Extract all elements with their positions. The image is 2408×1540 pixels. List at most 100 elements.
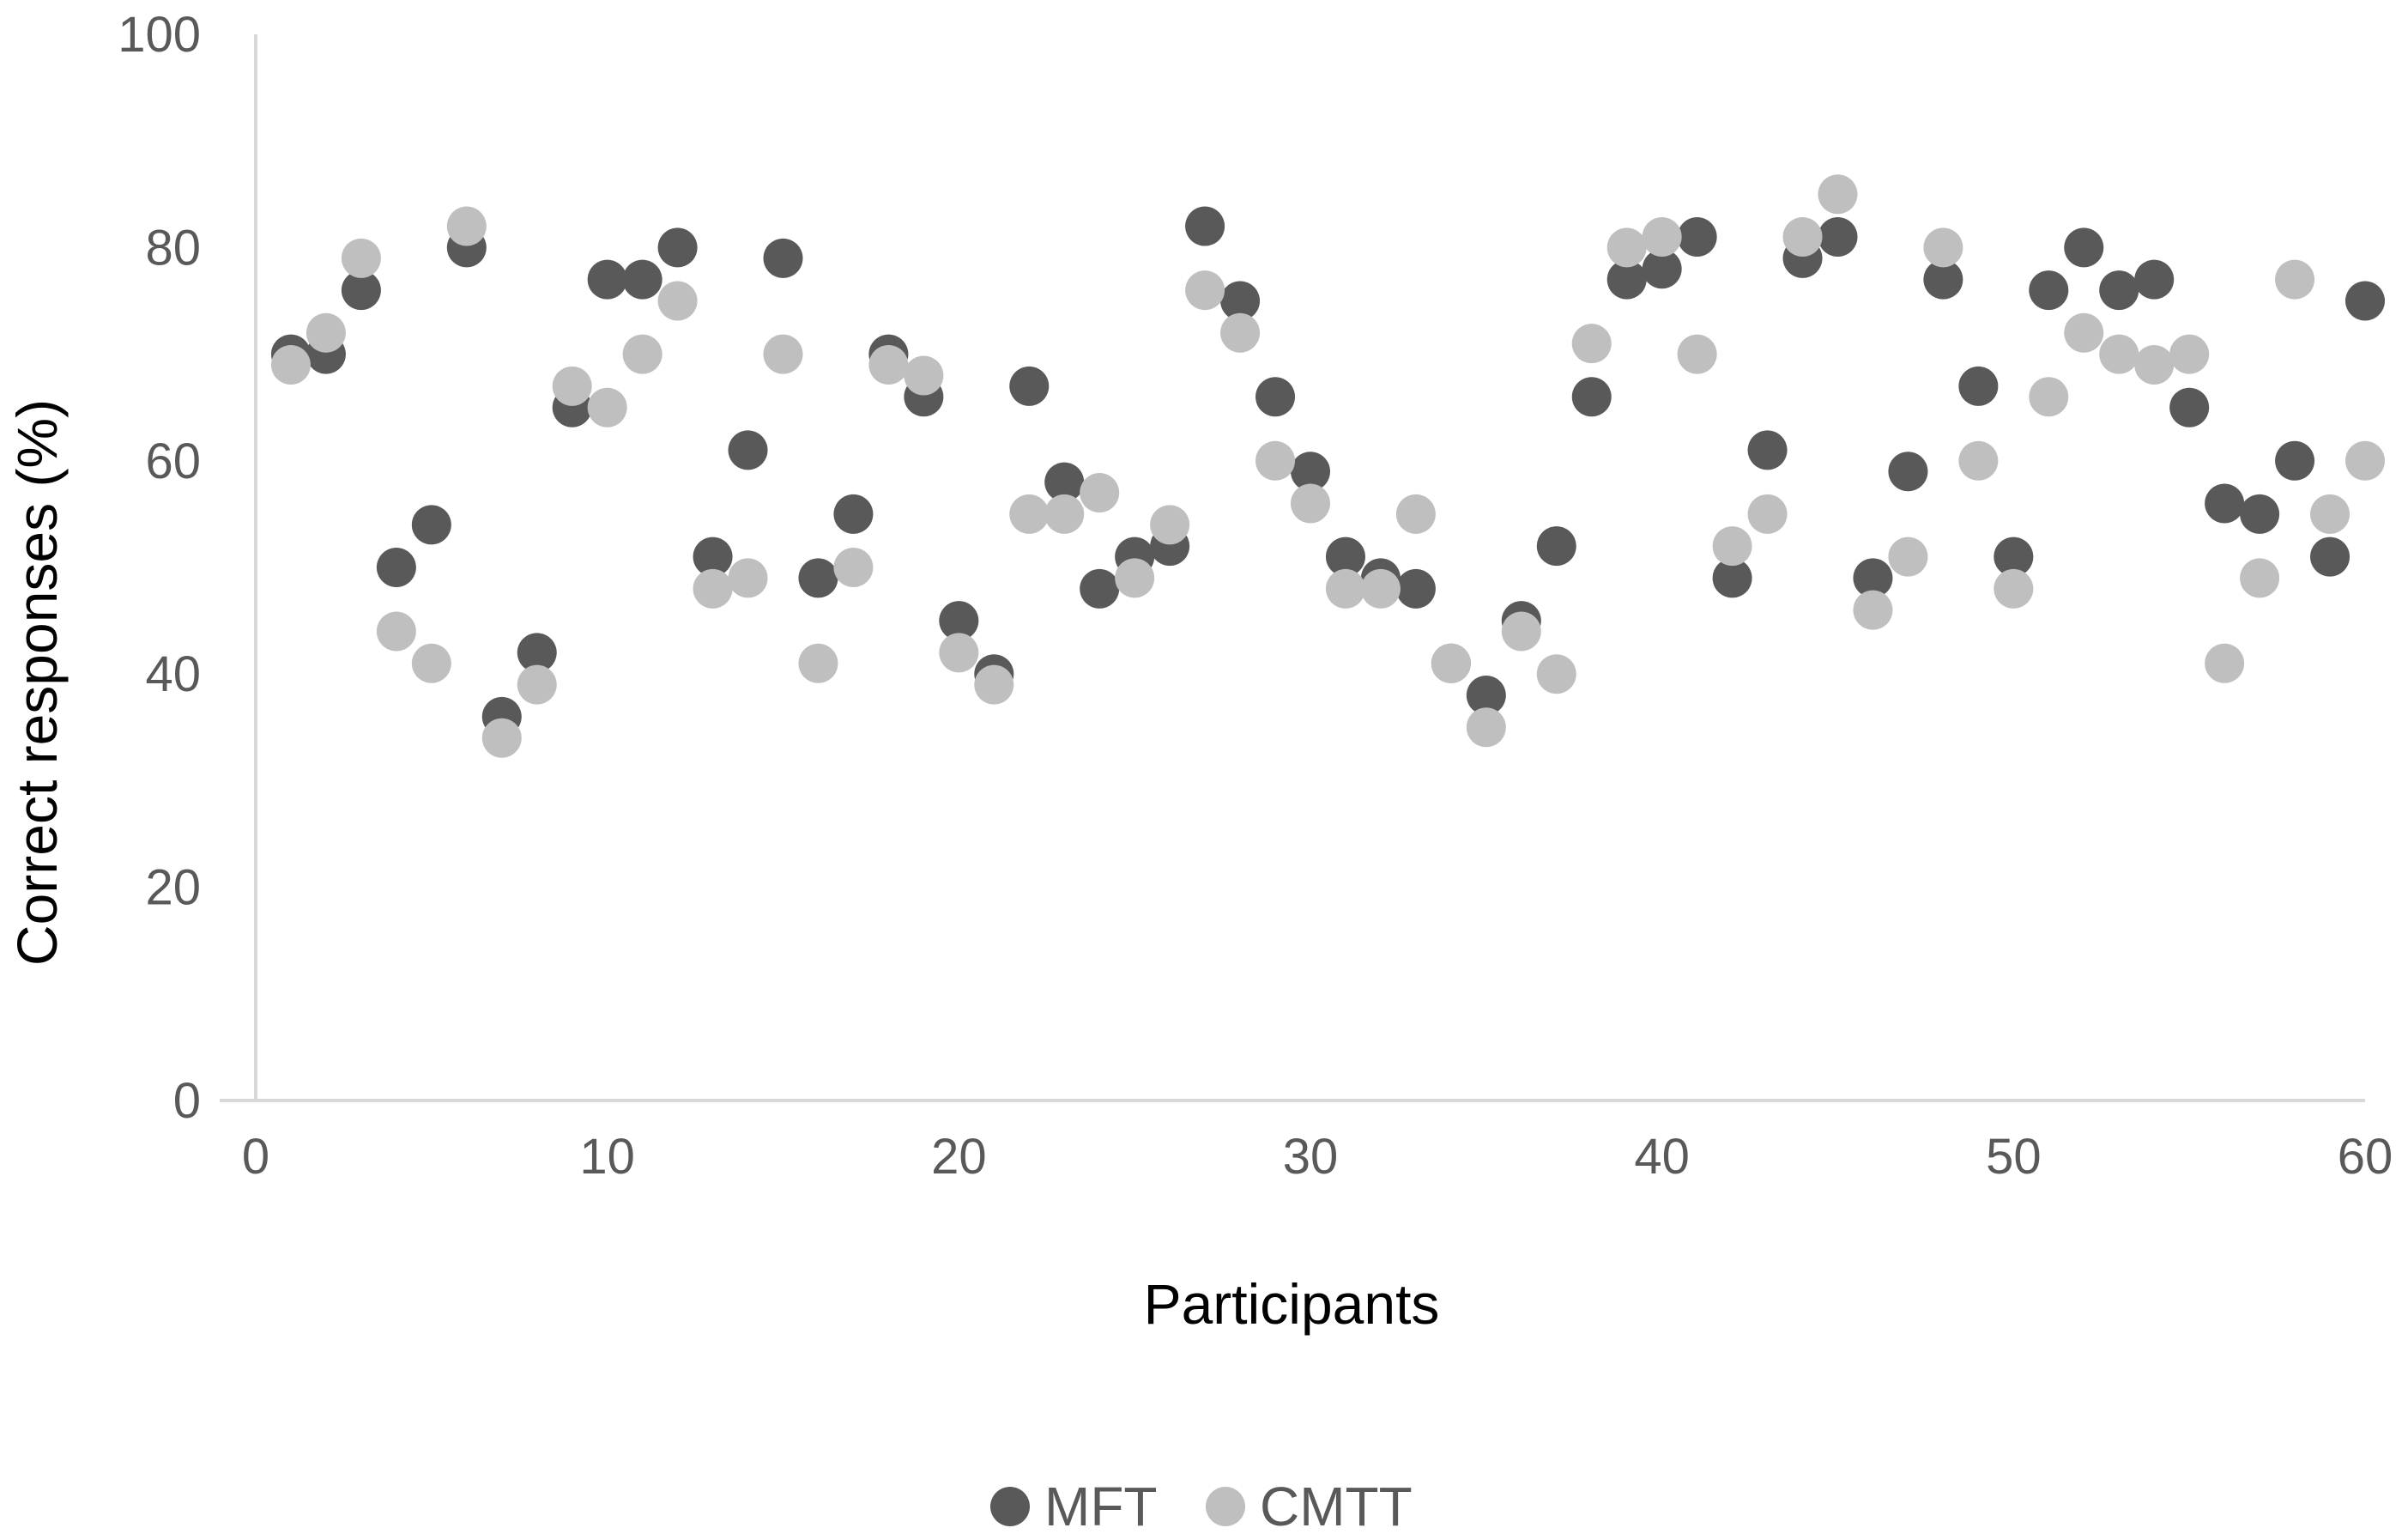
point-mft xyxy=(1888,452,1928,492)
point-cmtt xyxy=(798,643,838,683)
point-cmtt xyxy=(1958,440,1999,481)
point-cmtt xyxy=(974,664,1014,705)
point-cmtt xyxy=(1185,270,1225,311)
point-mft xyxy=(657,227,698,268)
point-mft xyxy=(1220,281,1261,321)
data-points xyxy=(270,174,2385,758)
point-cmtt xyxy=(1044,494,1085,534)
point-cmtt xyxy=(2029,377,2069,417)
point-mft xyxy=(763,238,803,278)
point-cmtt xyxy=(763,334,803,374)
point-cmtt xyxy=(1431,643,1471,683)
point-cmtt xyxy=(1360,568,1401,609)
point-mft xyxy=(1923,259,1963,300)
point-cmtt xyxy=(517,664,557,705)
point-mft xyxy=(1009,366,1050,406)
point-cmtt xyxy=(1888,537,1928,577)
point-cmtt xyxy=(693,568,733,609)
point-cmtt xyxy=(1150,505,1190,545)
point-cmtt xyxy=(1536,654,1576,694)
x-tick-label: 60 xyxy=(2338,1129,2393,1185)
point-mft xyxy=(2064,227,2104,268)
point-cmtt xyxy=(1009,494,1050,534)
y-tick-label: 100 xyxy=(118,7,201,63)
point-mft xyxy=(1642,249,1682,289)
legend-marker-cmtt xyxy=(1206,1487,1245,1526)
y-tick-label: 60 xyxy=(145,434,201,489)
point-cmtt xyxy=(728,558,768,598)
point-cmtt xyxy=(2169,334,2210,374)
point-mft xyxy=(2310,537,2351,577)
x-tick-label: 30 xyxy=(1283,1129,1339,1185)
point-mft xyxy=(341,270,381,311)
point-cmtt xyxy=(1606,227,1647,268)
point-cmtt xyxy=(2099,334,2139,374)
y-tick-label: 80 xyxy=(145,220,201,276)
point-cmtt xyxy=(376,611,416,652)
point-cmtt xyxy=(552,366,592,406)
point-cmtt xyxy=(1818,174,1858,215)
point-mft xyxy=(798,558,838,598)
point-cmtt xyxy=(411,643,451,683)
point-mft xyxy=(2029,270,2069,311)
point-mft xyxy=(2134,259,2175,300)
point-cmtt xyxy=(622,334,663,374)
x-tick-label: 50 xyxy=(1986,1129,2042,1185)
point-cmtt xyxy=(306,312,346,353)
point-cmtt xyxy=(2064,312,2104,353)
point-cmtt xyxy=(1466,707,1506,748)
point-cmtt xyxy=(1080,473,1120,513)
point-cmtt xyxy=(341,238,381,278)
point-cmtt xyxy=(904,355,944,396)
point-cmtt xyxy=(1782,216,1823,257)
point-cmtt xyxy=(1923,227,1963,268)
x-tick-labels: 0 10 20 30 40 50 60 xyxy=(242,1129,2393,1185)
y-axis-title: Correct responses (%) xyxy=(5,399,69,966)
point-mft xyxy=(728,430,768,470)
point-cmtt xyxy=(1853,590,1893,630)
point-cmtt xyxy=(1220,312,1261,353)
point-mft xyxy=(411,505,451,545)
point-mft xyxy=(2099,270,2139,311)
x-tick-label: 20 xyxy=(931,1129,987,1185)
point-mft xyxy=(587,259,627,300)
y-tick-label: 40 xyxy=(145,646,201,702)
point-cmtt xyxy=(1115,558,1155,598)
point-mft xyxy=(1080,568,1120,609)
point-cmtt xyxy=(2240,558,2280,598)
legend: MFT CMTT xyxy=(990,1476,1413,1537)
point-mft xyxy=(517,633,557,673)
point-cmtt xyxy=(1325,568,1365,609)
point-cmtt xyxy=(1747,494,1788,534)
point-mft xyxy=(1818,216,1858,257)
point-mft xyxy=(1571,377,1612,417)
point-cmtt xyxy=(446,206,487,246)
point-cmtt xyxy=(2345,440,2385,481)
point-cmtt xyxy=(1677,334,1717,374)
point-mft xyxy=(693,537,733,577)
point-mft xyxy=(1747,430,1788,470)
x-tick-label: 0 xyxy=(242,1129,269,1185)
point-mft xyxy=(1185,206,1225,246)
point-mft xyxy=(1536,526,1576,567)
point-mft xyxy=(622,259,663,300)
point-cmtt xyxy=(270,345,311,385)
point-cmtt xyxy=(833,548,874,587)
point-cmtt xyxy=(481,718,522,758)
point-mft xyxy=(1994,537,2034,577)
x-tick-label: 40 xyxy=(1634,1129,1690,1185)
y-tick-label: 0 xyxy=(173,1073,201,1129)
point-mft xyxy=(1325,537,1365,577)
point-cmtt xyxy=(939,633,979,673)
point-mft xyxy=(1291,452,1330,492)
point-mft xyxy=(2345,281,2385,321)
point-mft xyxy=(1606,259,1647,300)
point-mft xyxy=(1958,366,1999,406)
x-axis-title: Participants xyxy=(1144,1272,1440,1336)
y-tick-label: 20 xyxy=(145,860,201,916)
x-tick-label: 10 xyxy=(579,1129,635,1185)
point-cmtt xyxy=(2134,345,2175,385)
point-cmtt xyxy=(1712,526,1752,567)
point-cmtt xyxy=(1395,494,1436,534)
